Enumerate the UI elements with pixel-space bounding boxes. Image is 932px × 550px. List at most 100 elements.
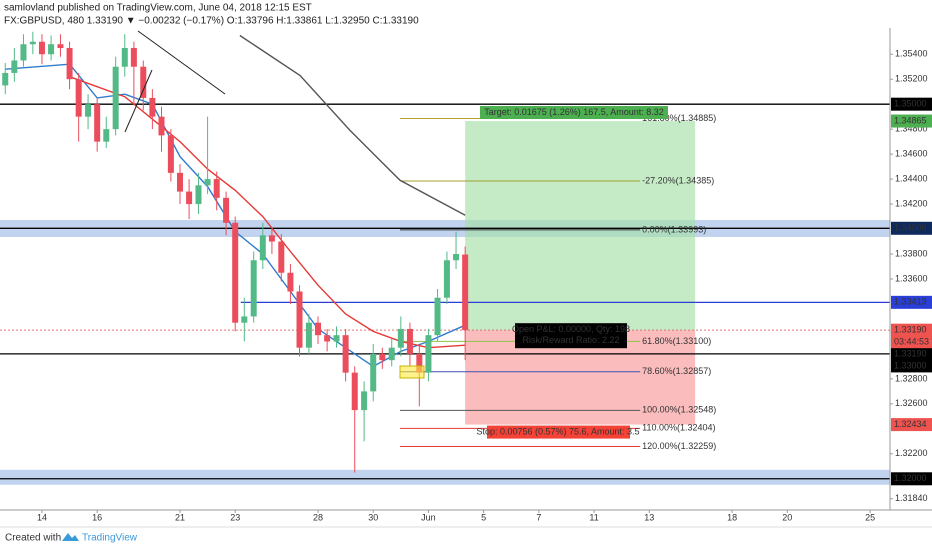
candle-body	[453, 254, 460, 261]
x-tick-label: Jun	[421, 512, 436, 522]
moving-average	[239, 34, 466, 216]
candle-body	[379, 353, 386, 361]
fib-label: 61.80%(1.33100)	[642, 336, 711, 346]
candle-body	[158, 116, 165, 136]
x-tick-label: 11	[589, 512, 598, 522]
candle-body	[416, 353, 423, 373]
fib-label: 161.80%(1.34885)	[642, 113, 716, 123]
pnl-label: Open P&L: 0.00000, Qty: 198	[512, 324, 630, 334]
candle-body	[57, 44, 64, 48]
fib-label: 0.00%(1.33993)	[642, 224, 706, 234]
candle-body	[342, 335, 349, 373]
y-tick-label: 1.34800	[895, 124, 928, 134]
y-tick-label: 1.32800	[895, 373, 928, 383]
price-box	[891, 359, 932, 373]
candle-body	[20, 44, 27, 61]
y-tick-label: 1.32200	[895, 448, 928, 458]
candle-body	[462, 254, 469, 331]
tradingview-logo	[62, 533, 79, 541]
x-tick-label: 20	[782, 512, 792, 522]
candle-body	[370, 353, 377, 392]
target-label: Target: 0.01675 (1.26%) 167.5, Amount: 8…	[484, 107, 664, 117]
marker-box	[399, 365, 425, 379]
moving-average	[5, 63, 466, 368]
x-tick-label: 16	[92, 512, 102, 522]
rr-label: Risk/Reward Ratio: 2.22	[522, 335, 619, 345]
candle-body	[38, 41, 45, 55]
candle-body	[85, 104, 92, 117]
candle-body	[94, 104, 101, 142]
candle-body	[324, 335, 331, 342]
price-box-label: 1.32434	[894, 419, 927, 429]
fib-label: 110.00%(1.32404)	[642, 423, 715, 433]
candle-body	[29, 41, 36, 45]
price-box	[891, 295, 932, 309]
y-tick-label: 1.35200	[895, 74, 928, 84]
candle-body	[176, 172, 183, 192]
x-tick-label: 23	[230, 512, 240, 522]
candle-body	[434, 297, 441, 336]
zone	[0, 469, 890, 485]
candle-body	[66, 47, 73, 80]
price-box	[891, 347, 932, 361]
x-tick-label: 14	[37, 512, 47, 522]
candle-body	[397, 328, 404, 348]
candle-body	[250, 260, 257, 317]
stop-label: Stop: 0.00756 (0.57%) 75.6, Amount: 3.5	[476, 426, 639, 436]
price-box-label: 1.33190	[894, 349, 927, 359]
x-tick-label: 18	[727, 512, 737, 522]
candle-body	[259, 235, 266, 261]
candle-body	[406, 328, 413, 354]
y-tick-label: 1.32600	[895, 398, 928, 408]
y-tick-label: 1.33600	[895, 273, 928, 283]
candle-body	[443, 260, 450, 298]
candle-body	[2, 72, 9, 86]
price-box-label: 1.33413	[894, 297, 927, 307]
profit-zone	[465, 121, 696, 331]
pnl-box	[515, 323, 627, 349]
x-tick-label: 21	[175, 512, 185, 522]
price-box	[891, 114, 932, 128]
x-tick-label: 13	[644, 512, 654, 522]
author-line: samlovland published on TradingView.com,…	[4, 3, 312, 14]
y-tick-label: 1.34400	[895, 173, 928, 183]
price-box	[891, 472, 932, 486]
fib-label: 78.60%(1.32857)	[642, 366, 711, 376]
candle-body	[213, 179, 220, 198]
y-tick-label: 1.34600	[895, 148, 928, 158]
candle-body	[112, 66, 119, 130]
y-tick-label: 1.33800	[895, 248, 928, 258]
y-tick-label: 1.35400	[895, 49, 928, 59]
trend-line	[137, 30, 226, 95]
candle-body	[186, 191, 193, 205]
stop-box	[487, 425, 630, 439]
candle-body	[48, 44, 55, 55]
price-box	[891, 221, 932, 235]
target-box	[480, 106, 668, 120]
footer-brand: TradingView	[82, 533, 138, 544]
candle-body	[351, 372, 358, 411]
countdown: 03:44:53	[894, 337, 929, 347]
candle-body	[296, 291, 303, 348]
candle-body	[167, 135, 174, 173]
candle-body	[103, 129, 110, 142]
candle-body	[305, 322, 312, 348]
price-box-label: 1.35000	[894, 99, 927, 109]
price-box	[891, 418, 932, 432]
fib-label: 100.00%(1.32548)	[642, 405, 716, 415]
candle-body	[140, 66, 147, 98]
footer-created: Created with	[5, 533, 61, 544]
price-box-label: 1.34865	[894, 115, 927, 125]
fib-label: 120.00%(1.32259)	[642, 441, 716, 451]
candle-body	[361, 391, 368, 411]
candle-body	[268, 235, 275, 242]
countdown-box	[891, 336, 932, 349]
y-tick-label: 1.31840	[895, 493, 928, 503]
x-tick-label: 28	[313, 512, 323, 522]
trend-line	[124, 69, 153, 133]
candle-body	[204, 179, 211, 186]
x-tick-label: 5	[481, 512, 486, 522]
y-tick-label: 1.34200	[895, 198, 928, 208]
candle-body	[121, 47, 128, 67]
